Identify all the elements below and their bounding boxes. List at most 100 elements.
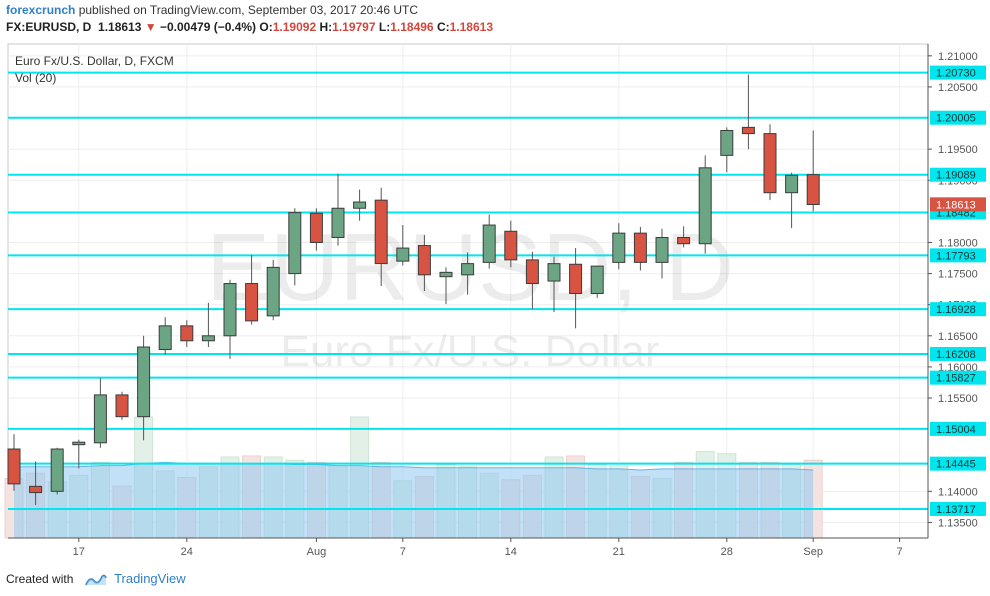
- candle-body: [72, 441, 86, 446]
- candle-body: [612, 232, 626, 263]
- grid-lines: [8, 44, 928, 538]
- level-badge: [930, 456, 986, 471]
- candle-body: [201, 335, 215, 342]
- candle: [396, 225, 410, 266]
- level-badge: [930, 248, 986, 263]
- candle: [439, 267, 453, 305]
- candle: [525, 251, 539, 310]
- time-tick-label: 21: [613, 546, 625, 558]
- open-label: O:: [259, 20, 273, 34]
- level-badge: [930, 501, 986, 516]
- time-tick-label: 17: [73, 546, 85, 558]
- level-badge-label: 1.16208: [936, 349, 976, 361]
- close-value: 1.18613: [449, 20, 494, 34]
- level-badge-label: 1.16928: [936, 304, 976, 316]
- candle: [590, 265, 604, 298]
- candle-body: [677, 236, 691, 245]
- candle: [504, 220, 518, 268]
- candle-body: [137, 346, 151, 418]
- candle: [158, 317, 172, 355]
- created-with-text: Created with: [6, 572, 74, 586]
- last-price-badge: [930, 197, 986, 212]
- level-badge-label: 1.20730: [936, 68, 976, 80]
- candle-body: [461, 263, 475, 276]
- volume-ma-area: [14, 462, 814, 538]
- close-label: C:: [436, 20, 450, 34]
- level-badge: [930, 167, 986, 182]
- candle-body: [180, 325, 194, 342]
- candle: [50, 447, 64, 495]
- level-badge-label: 1.17793: [936, 250, 976, 262]
- time-tick-label: Sep: [803, 546, 823, 558]
- tradingview-brand[interactable]: TradingView: [114, 571, 186, 586]
- candle-body: [504, 230, 518, 261]
- ohlc-line: FX:EURUSD, D 1.18613 ▼ −0.00479 (−0.4%) …: [6, 18, 986, 36]
- level-badge-label: 1.20005: [936, 113, 976, 125]
- candle: [201, 302, 215, 347]
- time-axis-ticks: 17 24 Aug 7 14 21 28 Sep 7: [73, 538, 903, 558]
- time-tick-label: 7: [897, 546, 903, 558]
- level-badge: [930, 370, 986, 385]
- candle: [482, 214, 496, 269]
- footer: Created with TradingView: [6, 570, 186, 590]
- low-label: L:: [378, 20, 391, 34]
- published-text: published on TradingView.com, September …: [78, 3, 419, 17]
- chart-header: forexcrunch published on TradingView.com…: [6, 2, 986, 38]
- candle: [461, 252, 475, 295]
- candle-body: [396, 247, 410, 262]
- level-badge-label: 1.15004: [936, 424, 976, 436]
- time-tick-label: 28: [721, 546, 733, 558]
- candle: [29, 461, 43, 506]
- candle-body: [741, 126, 755, 135]
- time-tick-label: 14: [505, 546, 517, 558]
- price-axis-ticks: 1.210001.205001.195001.190001.180001.175…: [928, 51, 978, 529]
- candle: [806, 130, 820, 212]
- candle-body: [806, 174, 820, 206]
- candle: [331, 174, 345, 246]
- candle-body: [633, 232, 647, 263]
- candle: [137, 335, 151, 441]
- time-tick-label: Aug: [307, 546, 327, 558]
- high-value: 1.19797: [332, 20, 376, 34]
- candle: [180, 320, 194, 347]
- candle: [655, 228, 669, 279]
- candle: [417, 235, 431, 291]
- level-badges: 1.207301.200051.190891.184821.177931.169…: [930, 65, 986, 516]
- price-change: −0.00479 (−0.4%): [159, 20, 257, 34]
- candle-body: [655, 236, 669, 263]
- candle: [288, 208, 302, 286]
- candle-body: [698, 167, 712, 245]
- candle-body: [245, 283, 259, 322]
- candle: [374, 187, 388, 287]
- candle-body: [50, 448, 64, 492]
- candle-body: [590, 265, 604, 294]
- candle: [353, 189, 367, 221]
- level-badge: [930, 421, 986, 436]
- author-link[interactable]: forexcrunch: [6, 3, 76, 17]
- down-arrow-icon: ▼: [144, 20, 157, 34]
- low-value: 1.18496: [390, 20, 434, 34]
- candle-body: [353, 201, 367, 209]
- candle-body: [223, 283, 237, 337]
- candle-body: [439, 271, 453, 278]
- tradingview-logo-icon[interactable]: [84, 574, 107, 586]
- high-label: H:: [319, 20, 333, 34]
- price-tick-label: 1.17500: [938, 269, 978, 281]
- candle: [763, 124, 777, 201]
- price-tick-label: 1.18000: [938, 237, 978, 249]
- candle-body: [288, 212, 302, 275]
- price-tick-label: 1.15500: [938, 393, 978, 405]
- time-tick-label: 7: [400, 546, 406, 558]
- last-price: 1.18613: [98, 20, 142, 34]
- level-badge-label: 1.13717: [936, 504, 976, 516]
- candle-body: [569, 263, 583, 294]
- last-price-label: 1.18613: [936, 199, 976, 211]
- candle: [633, 226, 647, 271]
- price-tick-label: 1.21000: [938, 51, 978, 63]
- candle-body: [29, 485, 43, 494]
- candle: [547, 256, 561, 313]
- candle: [720, 127, 734, 173]
- legend-series: Euro Fx/U.S. Dollar, D, FXCM: [15, 54, 174, 68]
- price-tick-label: 1.19500: [938, 144, 978, 156]
